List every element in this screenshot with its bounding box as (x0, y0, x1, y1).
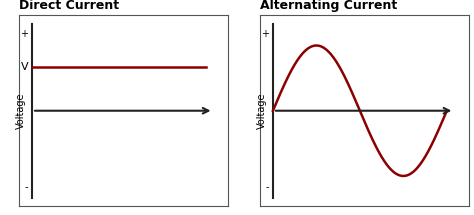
Text: Voltage: Voltage (16, 92, 26, 129)
Text: -: - (25, 182, 28, 192)
Text: +: + (261, 29, 269, 39)
Text: -: - (265, 182, 269, 192)
Text: +: + (20, 29, 28, 39)
Text: V: V (21, 62, 28, 72)
Text: Voltage: Voltage (257, 92, 267, 129)
Text: Direct Current: Direct Current (19, 0, 119, 12)
Text: Alternating Current: Alternating Current (260, 0, 397, 12)
